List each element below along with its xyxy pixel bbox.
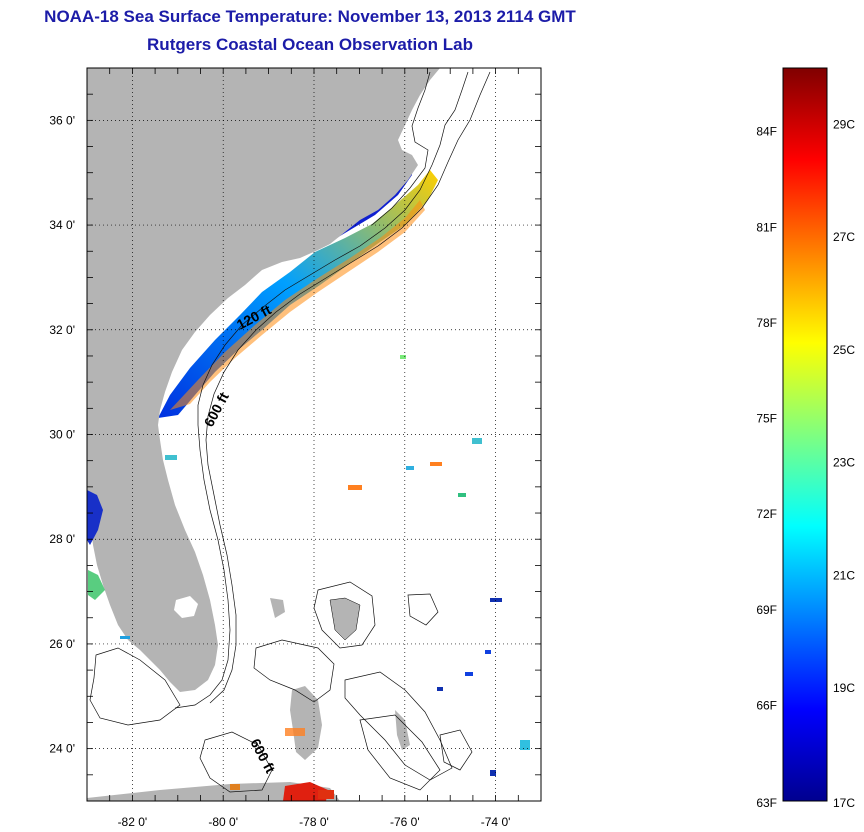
land-mainland [87, 68, 440, 692]
y-tick-label: 32 0' [49, 323, 75, 337]
colorbar-f-label: 75F [756, 412, 777, 426]
x-tick-label: -76 0' [390, 815, 420, 829]
colorbar-f-label: 69F [756, 603, 777, 617]
contour-label: 600 ft [201, 389, 232, 429]
x-tick-label: -74 0' [481, 815, 511, 829]
colorbar-c-label: 19C [833, 681, 855, 695]
colorbar-c-label: 29C [833, 117, 855, 131]
colorbar [782, 67, 828, 802]
y-tick-label: 30 0' [49, 428, 75, 442]
colorbar-f-label: 66F [756, 698, 777, 712]
colorbar-c-label: 25C [833, 343, 855, 357]
y-tick-label: 26 0' [49, 637, 75, 651]
colorbar-f-label: 72F [756, 507, 777, 521]
chart-subtitle: Rutgers Coastal Ocean Observation Lab [147, 35, 473, 54]
colorbar-c-label: 23C [833, 456, 855, 470]
chart-title: NOAA-18 Sea Surface Temperature: Novembe… [44, 7, 576, 26]
colorbar-f-label: 63F [756, 796, 777, 810]
contour-label: 600 ft [247, 736, 278, 776]
y-tick-label: 36 0' [49, 113, 75, 127]
y-tick-label: 24 0' [49, 742, 75, 756]
colorbar-f-label: 84F [756, 125, 777, 139]
x-tick-label: -80 0' [208, 815, 238, 829]
colorbar-c-label: 21C [833, 568, 855, 582]
x-tick-label: -82 0' [118, 815, 148, 829]
colorbar-f-label: 81F [756, 220, 777, 234]
y-tick-label: 34 0' [49, 218, 75, 232]
colorbar-f-label: 78F [756, 316, 777, 330]
colorbar-c-label: 17C [833, 796, 855, 810]
y-tick-label: 28 0' [49, 532, 75, 546]
colorbar-c-label: 27C [833, 230, 855, 244]
x-tick-label: -78 0' [299, 815, 329, 829]
